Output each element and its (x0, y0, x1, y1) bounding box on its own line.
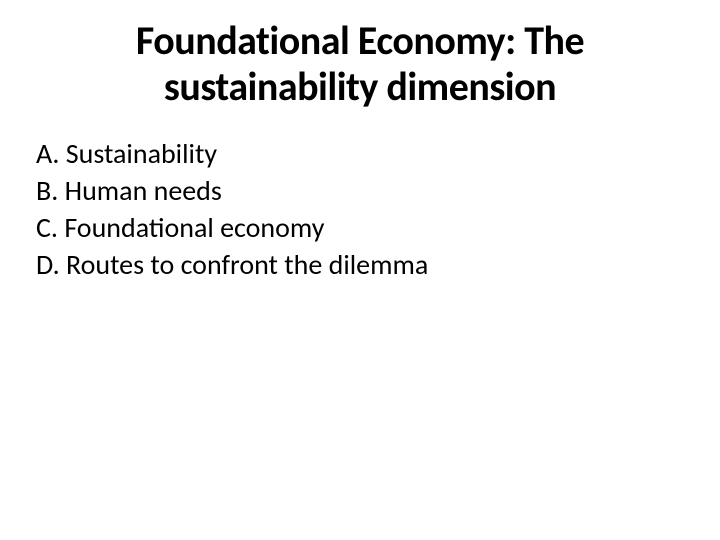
slide-container: Foundational Economy: The sustainability… (0, 0, 720, 540)
list-item: C. Foundational economy (36, 210, 690, 245)
slide-title: Foundational Economy: The sustainability… (30, 18, 690, 110)
list-item: D. Routes to confront the dilemma (36, 247, 690, 282)
outline-list: A. Sustainability B. Human needs C. Foun… (30, 136, 690, 282)
list-item: B. Human needs (36, 173, 690, 208)
list-item: A. Sustainability (36, 136, 690, 171)
